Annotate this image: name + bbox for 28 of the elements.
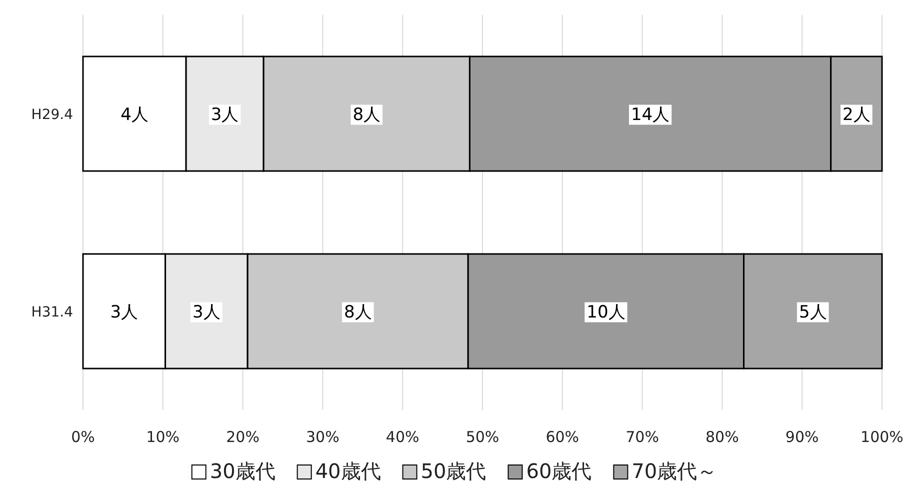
x-tick-label: 80% <box>706 428 739 446</box>
legend-label: 60歳代 <box>526 459 592 483</box>
annotation: 8人 <box>350 104 383 125</box>
y-tick-label: H31.4 <box>31 304 74 320</box>
x-tick-label: 100% <box>860 428 904 446</box>
annotation: 5人 <box>796 302 829 322</box>
x-tick-label: 60% <box>546 428 580 446</box>
x-tick-label: 90% <box>785 428 819 446</box>
x-tick-label: 70% <box>626 428 659 446</box>
legend-label: 70歳代～ <box>632 459 718 483</box>
x-tick-label: 40% <box>386 428 420 446</box>
annotation: 2人 <box>840 104 872 125</box>
legend-label: 40歳代 <box>315 459 381 483</box>
annotation: 3人 <box>190 302 222 322</box>
annotation: 10人 <box>584 302 628 322</box>
annotation: 3人 <box>108 302 140 322</box>
annotation: 8人 <box>342 302 374 322</box>
annotation: 4人 <box>118 104 150 125</box>
legend-label: 50歳代 <box>420 459 486 483</box>
x-tick-label: 20% <box>226 428 260 446</box>
x-tick-label: 10% <box>146 428 180 446</box>
y-tick-label: H29.4 <box>31 106 74 123</box>
x-tick-label: 50% <box>466 428 500 446</box>
x-tick-label: 0% <box>71 428 95 446</box>
legend-label: 30歳代 <box>210 459 276 483</box>
annotation: 3人 <box>208 104 241 125</box>
x-tick-label: 30% <box>306 428 340 446</box>
annotation: 14人 <box>628 104 672 125</box>
